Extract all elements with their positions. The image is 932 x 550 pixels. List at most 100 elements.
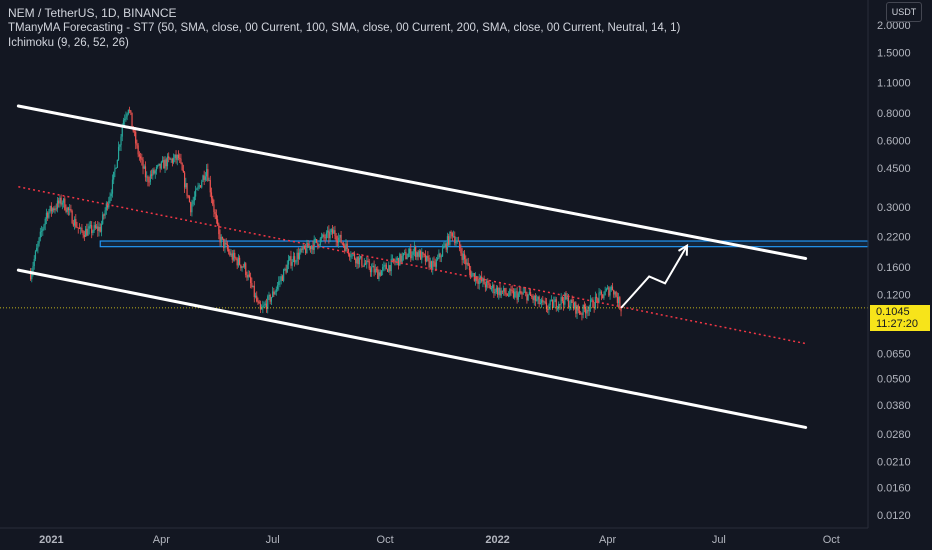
x-tick-label: Oct xyxy=(377,534,394,546)
candle-body xyxy=(481,276,483,282)
indicator-tmanyma-label[interactable]: TManyMA Forecasting - ST7 (50, SMA, clos… xyxy=(8,22,681,34)
candle-body xyxy=(446,236,449,250)
candle-body xyxy=(127,109,129,114)
x-tick-label: 2022 xyxy=(485,534,509,546)
candle-body xyxy=(139,156,142,159)
candle-body xyxy=(521,293,523,295)
y-tick-label: 0.0650 xyxy=(877,348,911,360)
candle-body xyxy=(103,214,105,216)
candle-body xyxy=(34,251,37,259)
currency-badge[interactable]: USDT xyxy=(886,2,922,22)
candle-body xyxy=(130,110,132,113)
candle-body xyxy=(493,285,495,294)
candle-body xyxy=(369,268,372,273)
candle-body xyxy=(565,293,567,299)
candle-body xyxy=(149,174,151,182)
candle-body xyxy=(561,297,563,302)
candle-body xyxy=(303,245,306,249)
candle-body xyxy=(432,261,434,270)
time-axis[interactable]: 2021 Apr Jul Oct 2022 Apr Jul Oct xyxy=(0,527,868,546)
candle-body xyxy=(108,200,110,208)
candle-body xyxy=(584,308,587,314)
candle-body xyxy=(598,292,600,303)
resistance-zone xyxy=(99,240,869,248)
candle-body xyxy=(454,236,456,244)
candle-body xyxy=(230,253,232,256)
candle-body xyxy=(163,160,165,169)
candle-body xyxy=(242,266,244,268)
candle-body xyxy=(177,154,180,158)
candle-body xyxy=(241,266,243,269)
candle-body xyxy=(219,234,221,243)
candle-body xyxy=(569,305,571,308)
candle-body xyxy=(302,245,304,250)
candle-body xyxy=(567,297,570,308)
candle-body xyxy=(515,291,517,293)
candle-body xyxy=(434,262,436,267)
candle-body xyxy=(82,231,84,236)
candle-body xyxy=(65,209,67,212)
candle-body xyxy=(287,259,290,265)
candle-body xyxy=(450,231,452,234)
candle-body xyxy=(503,288,505,292)
candle-body xyxy=(610,286,612,291)
x-tick-label: Apr xyxy=(599,534,616,546)
candle-body xyxy=(620,308,622,312)
candle-body xyxy=(465,259,467,265)
candle-body xyxy=(95,226,98,228)
indicator-ichimoku-label[interactable]: Ichimoku (9, 26, 52, 26) xyxy=(8,37,129,49)
candle-body xyxy=(393,258,395,262)
price-axis[interactable]: 2.0000 1.5000 1.1000 0.8000 0.6000 0.4500 0.30… xyxy=(867,0,911,528)
candle-body xyxy=(276,285,279,290)
x-tick-label: Apr xyxy=(153,534,170,546)
candle-body xyxy=(604,290,606,296)
candle-body xyxy=(267,296,269,310)
candle-body xyxy=(272,291,274,298)
candle-body xyxy=(221,236,224,239)
candle-body xyxy=(351,253,353,257)
candle-body xyxy=(336,240,339,243)
candle-body xyxy=(440,256,442,258)
candle-body xyxy=(184,172,186,188)
channel-midline xyxy=(18,186,806,345)
candle-body xyxy=(386,269,389,272)
candle-body xyxy=(207,169,209,181)
candle-body xyxy=(586,310,588,314)
candle-body xyxy=(356,256,358,264)
candle-body xyxy=(560,297,562,305)
channel-lower-line xyxy=(16,268,808,429)
candle-body xyxy=(251,282,253,287)
candle-body xyxy=(418,250,420,257)
symbol-title[interactable]: NEM / TetherUS, 1D, BINANCE xyxy=(8,6,177,20)
candle-body xyxy=(289,256,291,260)
candle-body xyxy=(279,280,281,282)
last-price-value: 0.1045 xyxy=(876,306,910,318)
candle-body xyxy=(273,291,275,295)
candle-body xyxy=(344,245,346,252)
candle-body xyxy=(262,306,264,309)
candle-body xyxy=(616,296,618,303)
candle-body xyxy=(305,248,307,254)
candle-body xyxy=(328,230,330,239)
candle-body xyxy=(549,300,551,306)
candle-body xyxy=(153,169,155,174)
candle-body xyxy=(258,301,260,304)
candle-body xyxy=(170,158,172,160)
candle-body xyxy=(467,262,469,266)
candle-body xyxy=(338,237,340,243)
candle-body xyxy=(173,158,175,163)
candle-body xyxy=(119,145,121,147)
candle-body xyxy=(466,262,468,265)
candle-body xyxy=(316,239,318,243)
resistance-zone-box xyxy=(99,240,869,248)
candle-body xyxy=(142,159,144,169)
candle-body xyxy=(385,264,387,270)
y-tick-label: 0.1200 xyxy=(877,290,911,302)
candle-body xyxy=(340,234,342,243)
candle-body xyxy=(594,296,596,308)
candle-body xyxy=(595,296,598,299)
y-tick-label: 0.1600 xyxy=(877,262,911,274)
candle-body xyxy=(335,236,337,241)
